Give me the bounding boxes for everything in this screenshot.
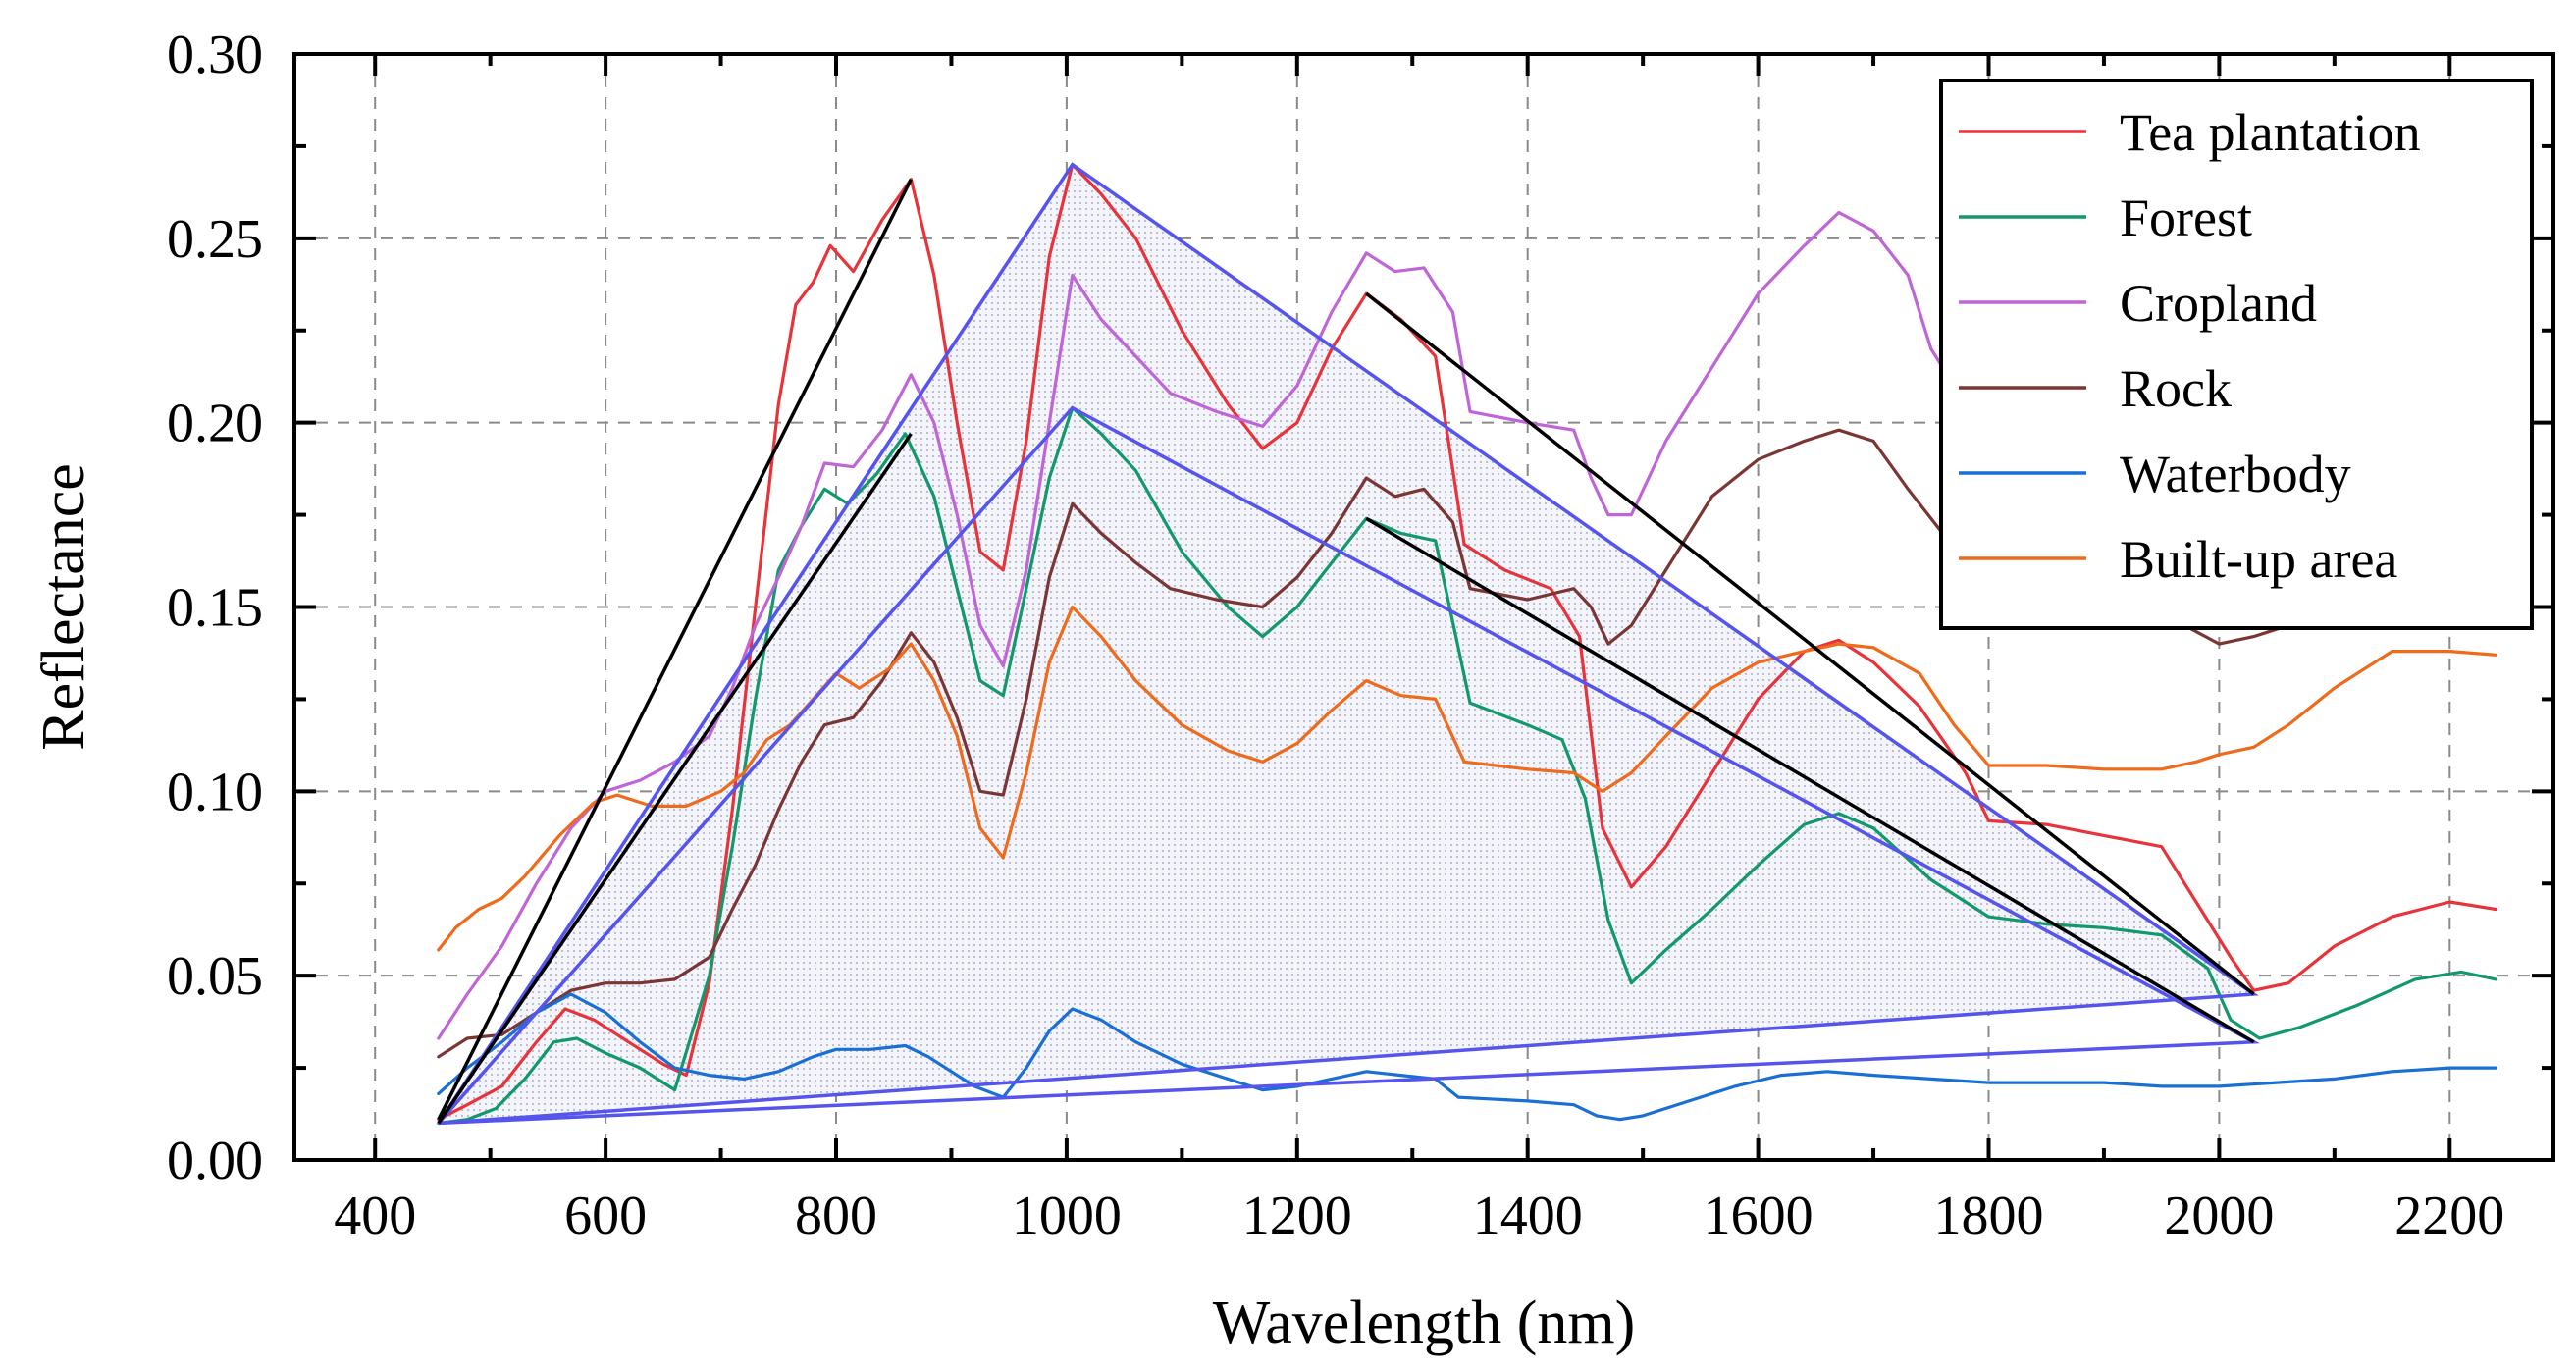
x-tick-label-9: 2200 — [2394, 1186, 2504, 1246]
hull-line-3 — [437, 432, 913, 1125]
y-tick-label-5: 0.25 — [167, 209, 263, 270]
legend-label-3: Rock — [2120, 359, 2232, 418]
legend-label-1: Forest — [2120, 188, 2252, 247]
hull-line-5 — [1365, 516, 2255, 1044]
x-tick-label-3: 1000 — [1012, 1186, 1122, 1246]
hull-line-0 — [437, 162, 2259, 1126]
legend-label-0: Tea plantation — [2120, 103, 2421, 162]
hull-line-1 — [437, 405, 2261, 1126]
tick-labels: 400 600 800 1000 1200 1400 1600 1800 2000 2200 0.0… — [167, 25, 2504, 1246]
x-tick-label-5: 1400 — [1473, 1186, 1583, 1246]
y-tick-label-1: 0.05 — [167, 946, 263, 1007]
y-tick-label-0: 0.00 — [167, 1131, 263, 1191]
y-tick-label-6: 0.30 — [167, 25, 263, 85]
y-axis-title: Reflectance — [30, 463, 97, 751]
legend: Tea plantation Forest Cropland Rock Waterbod… — [1939, 79, 2534, 630]
x-tick-label-8: 2000 — [2164, 1186, 2274, 1246]
hull-fill — [438, 164, 2254, 1124]
axis-ticks — [294, 52, 2553, 1162]
hull-shaded-area — [438, 164, 2254, 1124]
y-tick-label-2: 0.10 — [167, 762, 263, 822]
x-tick-label-2: 800 — [795, 1186, 877, 1246]
legend-label-5: Built-up area — [2120, 530, 2397, 589]
legend-label-4: Waterbody — [2120, 445, 2351, 503]
series-line-5 — [437, 605, 2497, 952]
hull-lines — [437, 162, 2261, 1126]
hull-line-4 — [1365, 291, 2255, 996]
x-tick-label-0: 400 — [334, 1186, 416, 1246]
x-axis-title: Wavelength (nm) — [1213, 1290, 1636, 1356]
legend-box — [1939, 79, 2534, 630]
x-tick-label-6: 1600 — [1704, 1186, 1814, 1246]
series-line-2 — [437, 210, 1945, 1040]
legend-label-2: Cropland — [2120, 274, 2317, 333]
x-tick-label-1: 600 — [564, 1186, 647, 1246]
hull-line-2 — [437, 178, 913, 1121]
x-tick-label-4: 1200 — [1242, 1186, 1352, 1246]
x-tick-label-7: 1800 — [1934, 1186, 2044, 1246]
y-tick-label-3: 0.15 — [167, 578, 263, 639]
y-tick-label-4: 0.20 — [167, 394, 263, 454]
series-line-4 — [437, 992, 2497, 1122]
